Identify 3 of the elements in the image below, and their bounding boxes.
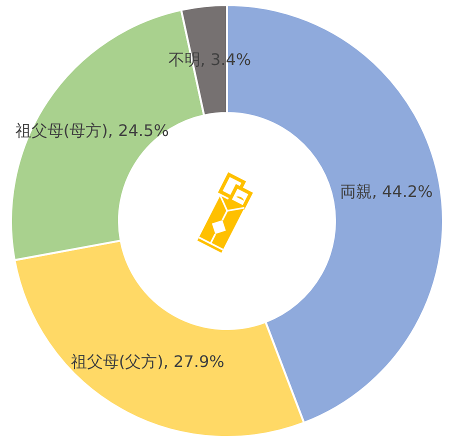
slice-label: 祖父母(母方), 24.5% [15,120,169,142]
slice-label: 祖父母(父方), 27.9% [70,351,224,374]
slice-label: 両親, 44.2% [340,180,433,203]
